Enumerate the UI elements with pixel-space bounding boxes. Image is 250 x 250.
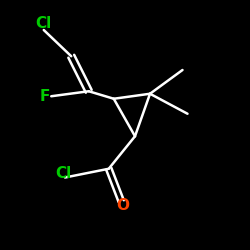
Text: Cl: Cl	[36, 16, 52, 31]
Text: Cl: Cl	[56, 166, 72, 181]
Text: F: F	[40, 89, 50, 104]
Text: O: O	[116, 198, 129, 212]
